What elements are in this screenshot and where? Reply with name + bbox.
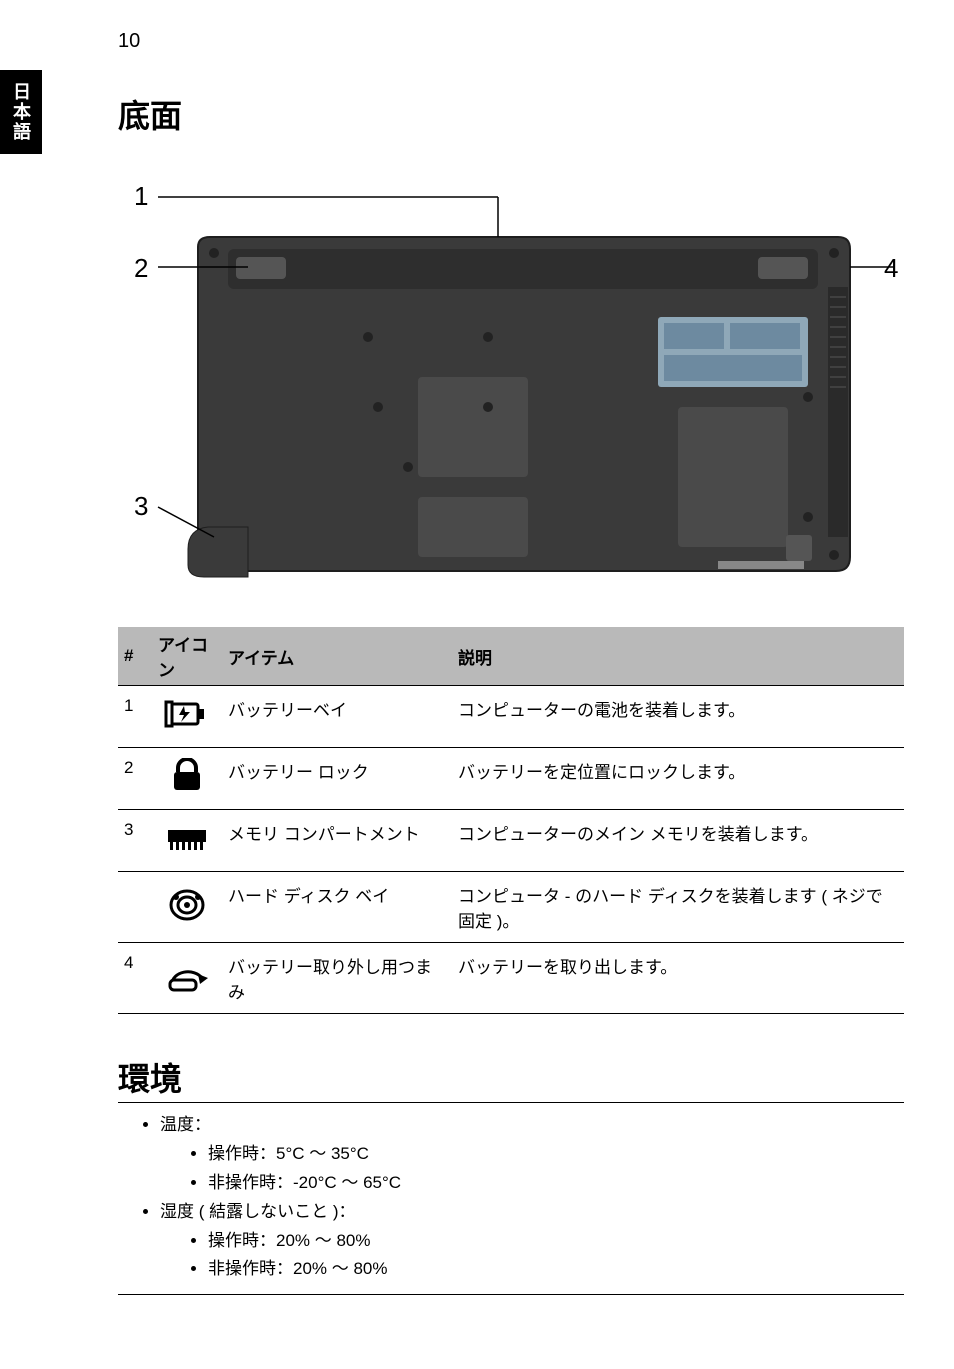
callout-2: 2 (134, 253, 148, 283)
cell-num (118, 872, 152, 943)
env-temp-nonop: 非操作時：-20°C ～ 65°C (208, 1169, 904, 1198)
cell-num: 3 (118, 810, 152, 872)
bottom-view-diagram: 1 2 3 4 (118, 157, 904, 597)
cell-desc: バッテリーを取り出します。 (452, 943, 904, 1014)
cell-desc: コンピューターの電池を装着します。 (452, 686, 904, 748)
language-tab: 日本語 (0, 70, 42, 154)
table-row: 4 バッテリー取り外し用つまみ バッテリーを取り出します。 (118, 943, 904, 1014)
cell-icon (152, 810, 222, 872)
table-row: 3 メモリ コンパートメント コンピューターのメイン メモリを装着します。 (118, 810, 904, 872)
cell-icon (152, 686, 222, 748)
callout-1: 1 (134, 181, 148, 211)
cell-item: メモリ コンパートメント (222, 810, 452, 872)
cell-num: 1 (118, 686, 152, 748)
cell-desc: コンピュータ - のハード ディスクを装着します ( ネジで固定 )。 (452, 872, 904, 943)
memory-icon (164, 820, 210, 856)
table-row: 2 バッテリー ロック バッテリーを定位置にロックします。 (118, 748, 904, 810)
cell-desc: バッテリーを定位置にロックします。 (452, 748, 904, 810)
lock-icon (164, 758, 210, 794)
th-icon: アイコン (152, 627, 222, 686)
cell-item: バッテリーベイ (222, 686, 452, 748)
cell-icon (152, 943, 222, 1014)
th-item: アイテム (222, 627, 452, 686)
release-icon (164, 958, 210, 994)
env-hum-nonop: 非操作時：20% ～ 80% (208, 1255, 904, 1284)
cell-icon (152, 872, 222, 943)
cell-desc: コンピューターのメイン メモリを装着します。 (452, 810, 904, 872)
env-hum-op: 操作時：20% ～ 80% (208, 1227, 904, 1256)
callout-4: 4 (884, 253, 898, 283)
table-header-row: # アイコン アイテム 説明 (118, 627, 904, 686)
section-title-environment: 環境 (118, 1054, 904, 1103)
cell-item: バッテリー ロック (222, 748, 452, 810)
hdd-icon (164, 887, 210, 923)
cell-item: バッテリー取り外し用つまみ (222, 943, 452, 1014)
table-row: ハード ディスク ベイ コンピュータ - のハード ディスクを装着します ( ネ… (118, 872, 904, 943)
battery-icon (164, 696, 210, 732)
cell-icon (152, 748, 222, 810)
page-number: 10 (118, 30, 954, 53)
th-desc: 説明 (452, 627, 904, 686)
env-temp-op: 操作時：5°C ～ 35°C (208, 1140, 904, 1169)
cell-num: 4 (118, 943, 152, 1014)
section-title-bottom: 底面 (118, 91, 904, 137)
env-temp-label: 温度： (160, 1115, 211, 1134)
env-hum-label: 湿度 ( 結露しないこと )： (160, 1202, 356, 1221)
env-hum: 湿度 ( 結露しないこと )： 操作時：20% ～ 80% 非操作時：20% ～… (160, 1198, 904, 1285)
page-content: 底面 (118, 91, 904, 1295)
env-temp: 温度： 操作時：5°C ～ 35°C 非操作時：-20°C ～ 65°C (160, 1111, 904, 1198)
table-row: 1 バッテリーベイ コンピューターの電池を装着します。 (118, 686, 904, 748)
cell-num: 2 (118, 748, 152, 810)
cell-item: ハード ディスク ベイ (222, 872, 452, 943)
parts-table: # アイコン アイテム 説明 1 バッテリーベイ コンピューターの電池を (118, 627, 904, 1014)
environment-list: 温度： 操作時：5°C ～ 35°C 非操作時：-20°C ～ 65°C 湿度 … (118, 1111, 904, 1295)
th-num: # (118, 627, 152, 686)
callout-3: 3 (134, 491, 148, 521)
